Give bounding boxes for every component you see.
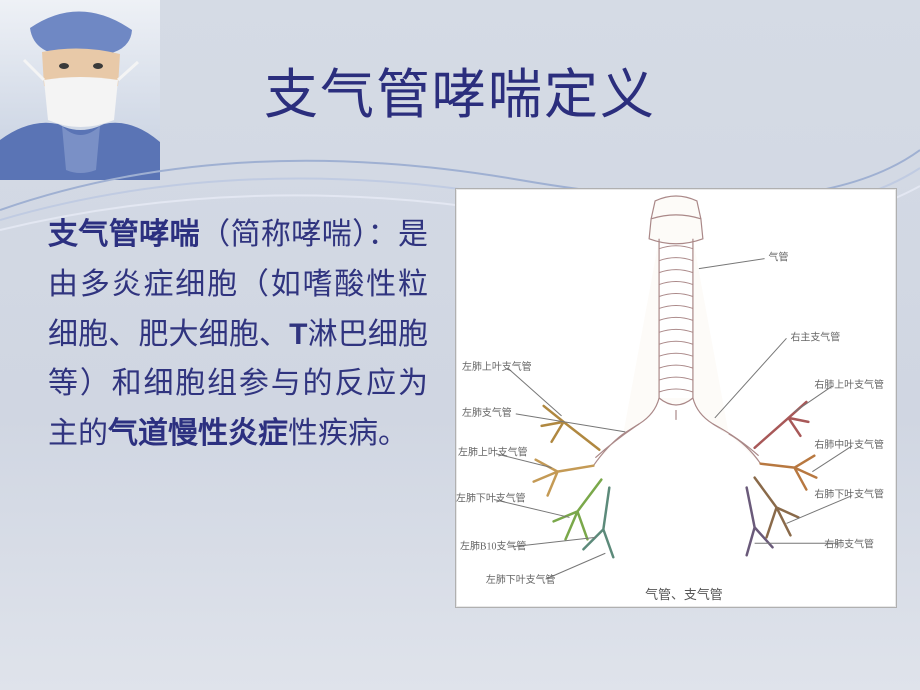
label-left-2: 左肺上叶支气管	[458, 446, 528, 459]
label-left-3: 左肺下叶支气管	[456, 492, 526, 505]
label-right-3: 右肺中叶支气管	[814, 438, 884, 451]
latin-T: T	[289, 318, 307, 351]
definition-paragraph: 支气管哮喘（简称哮喘）：是由多炎症细胞（如嗜酸性粒细胞、肥大细胞、T淋巴细胞等）…	[48, 210, 428, 459]
bronchial-svg: 气管 右主支气管 右肺上叶支气管 右肺中叶支气管 右肺下叶支气管 右肺支气管 左…	[456, 189, 896, 607]
bronchial-diagram: 气管 右主支气管 右肺上叶支气管 右肺中叶支气管 右肺下叶支气管 右肺支气管 左…	[455, 188, 897, 608]
label-right-0: 气管	[769, 251, 789, 264]
label-right-5: 右肺支气管	[824, 537, 874, 550]
label-left-1: 左肺支气管	[462, 406, 512, 419]
label-right-1: 右主支气管	[790, 330, 840, 343]
term-bold-tail: 气道慢性炎症	[108, 417, 288, 450]
para-seg3: 性疾病。	[288, 417, 408, 450]
label-right-2: 右肺上叶支气管	[814, 378, 884, 391]
term-bold: 支气管哮喘	[48, 218, 200, 251]
diagram-caption: 气管、支气管	[645, 587, 723, 602]
label-left-4: 左肺B10支气管	[460, 539, 526, 552]
label-left-0: 左肺上叶支气管	[462, 360, 532, 373]
label-right-4: 右肺下叶支气管	[814, 488, 884, 501]
label-left-5: 左肺下叶支气管	[486, 573, 556, 586]
slide-title: 支气管哮喘定义	[0, 50, 920, 129]
